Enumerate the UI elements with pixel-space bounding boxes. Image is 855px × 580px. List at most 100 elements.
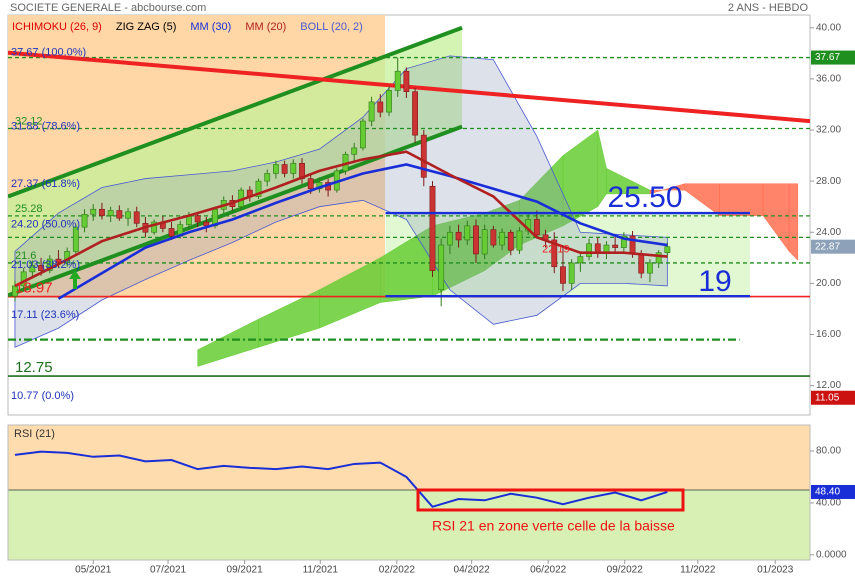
rsi-lower-zone [8,490,810,560]
candle-body [29,265,36,273]
candle-body [612,244,619,248]
candle-body [290,162,297,174]
y-tick-label: 28.00 [816,176,841,187]
candle-body [386,90,392,113]
candle-body [90,208,97,215]
level-label: 12.75 [15,359,53,376]
candle-body [499,231,505,246]
candle-body [99,208,105,216]
price-badge [811,390,855,405]
candle-body [125,211,131,219]
candle-body [412,91,418,136]
y-tick-label: 20.00 [816,278,841,289]
y-tick-label: 16.00 [816,329,841,340]
candle-body [586,243,592,257]
fibonacci-label: 24.20 (50.0%) [11,219,80,231]
candle-body [473,225,479,255]
rsi-annotation: RSI 21 en zone verte celle de la baisse [432,518,675,534]
fibonacci-label: 27.37 (61.8%) [11,178,80,190]
x-tick-label: 02/2022 [379,565,416,576]
price-badge-label: 22.87 [815,241,840,252]
rsi-y-tick-label: 40.00 [816,498,841,509]
candle-body [46,258,53,271]
x-tick-label: 11/2022 [680,565,716,576]
candle-body [38,265,44,271]
y-tick-label: 36.00 [816,74,841,85]
candle-body [377,101,384,113]
x-tick-label: 09/2021 [227,565,264,576]
fibonacci-label: 17.11 (23.6%) [11,309,79,321]
chart-title: SOCIETE GENERALE - abcbourse.com [10,2,206,14]
price-annotation: 22.19 [542,243,570,255]
y-tick-label: 12.00 [816,380,841,391]
moving-average [57,163,668,300]
candle-body [368,101,375,122]
y-tick-label: 40.00 [816,22,841,33]
chart-subtitle: 2 ANS - HEBDO [728,2,809,14]
rsi-badge-label: 48.40 [815,487,840,498]
rsi-highlight-box [416,488,685,512]
x-tick-label: 05/2021 [75,565,112,576]
candle-body [638,253,645,274]
candle-body [107,210,114,216]
rsi-badge [811,484,855,499]
candle-body [72,226,79,252]
level-label: 21.6 [15,250,36,262]
candle-body [403,70,410,92]
candle-body [577,256,584,264]
trend-line [8,25,463,199]
x-tick-label: 07/2021 [150,565,187,576]
fibonacci-label: 10.77 (0.0%) [11,390,74,402]
level-label: 18.97 [15,280,53,297]
box-bottom-label: 19 [698,265,731,298]
price-badge [811,50,855,65]
candle-body [438,244,445,291]
level-label: 25.28 [15,203,43,215]
candle-body [351,147,358,155]
candle-body [516,230,523,251]
candle-body [420,134,427,178]
legend-entry: MM (20) [245,21,286,33]
candle-body [455,231,462,241]
candle-body [394,70,401,91]
candle-body [620,235,627,248]
candle-body [116,210,123,219]
x-tick-label: 04/2022 [454,565,491,576]
level-label: 32.12 [15,115,43,127]
legend-entry: BOLL (20, 2) [300,21,363,33]
candle-body [273,164,279,174]
candle-body [255,180,262,197]
candle-body [307,178,314,190]
fibonacci-label: 21.03 (38.2%) [11,259,80,271]
x-tick-label: 06/2022 [530,565,567,576]
rsi-title: RSI (21) [14,428,55,440]
candle-body [481,229,488,255]
legend-entry: ZIG ZAG (5) [116,21,177,33]
y-tick-label: 24.00 [816,227,841,238]
candle-body [264,173,271,182]
candle-body [490,229,497,246]
x-tick-label: 01/2023 [757,565,794,576]
candle-body [655,252,662,264]
rsi-y-tick-label: 0.0000 [816,549,847,560]
candle-body [594,243,601,253]
rsi-panel [7,424,811,561]
candle-body [281,164,288,174]
price-badge-label: 37.67 [815,52,840,63]
candle-body [647,262,653,274]
candle-body [446,231,453,246]
candle-body [551,239,558,268]
candle-body [168,228,175,237]
y-tick-label: 32.00 [816,125,841,136]
candle-body [464,225,471,241]
candle-body [560,266,566,284]
moving-average [14,150,668,288]
candle-body [664,246,671,253]
price-badge [811,239,855,254]
price-badge-label: 11.05 [815,392,840,403]
legend-entry: ICHIMOKU (26, 9) [12,21,102,33]
candle-body [194,215,201,223]
buy-arrow [69,270,81,289]
